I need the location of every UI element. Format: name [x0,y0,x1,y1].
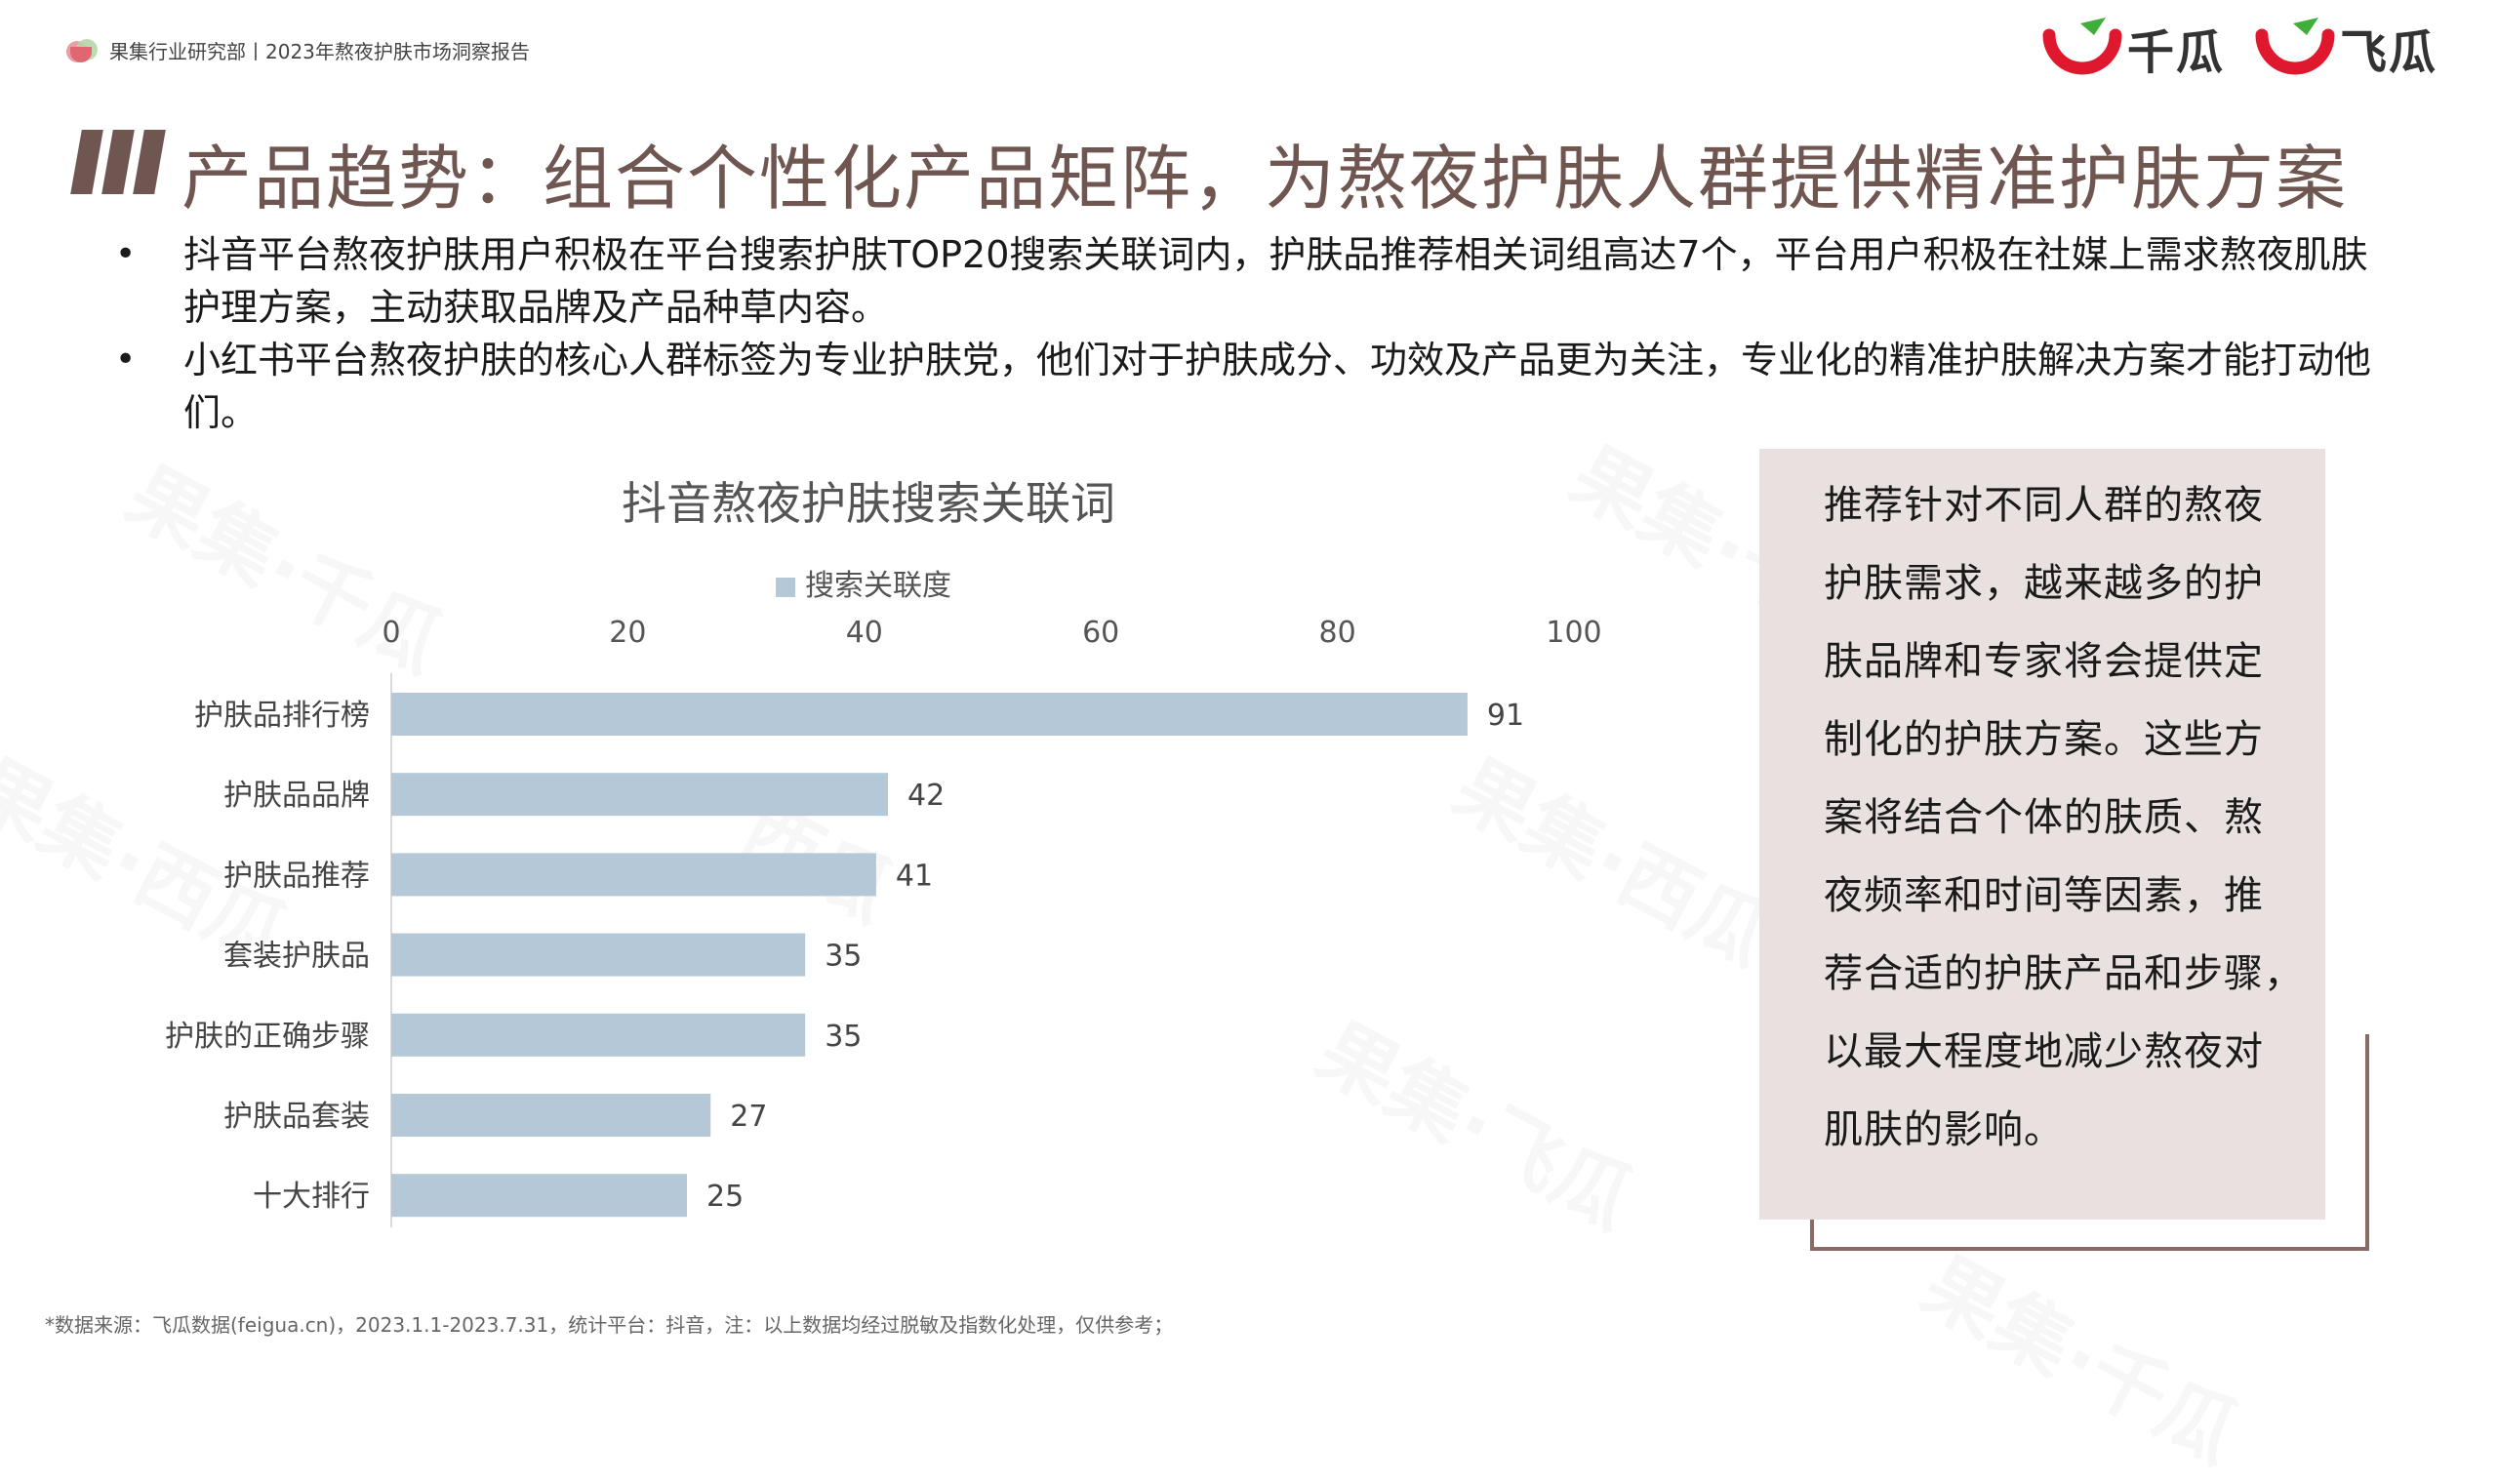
note-line: 肌肤的影响。 [1824,1107,2064,1152]
legend-swatch [776,578,795,597]
x-tick-label: 20 [609,616,646,650]
x-tick-label: 40 [846,616,883,650]
bar [391,693,1468,736]
bar [391,853,876,897]
brand-name: 千瓜 [2127,25,2226,80]
header-source: 果集行业研究部丨2023年熬夜护肤市场洞察报告 [64,35,530,64]
brand-qiangua: 千瓜 [2041,14,2225,82]
fruit-logo-icon [64,35,98,64]
page-title: 产品趋势：组合个性化产品矩阵，为熬夜护肤人群提供精准护肤方案 [181,138,2349,220]
note-line: 制化的护肤方案。这些方 [1824,717,2264,762]
bullet-icon: • [115,234,137,274]
note-line: 以最大程度地减少熬夜对 [1824,1029,2264,1074]
category-label: 护肤品品牌 [223,779,370,813]
title-bars-icon [70,130,166,194]
bar-chart: 抖音熬夜护肤搜索关联词 搜索关联度 0 20 40 60 80 100 护肤品排行榜 91 护… [165,477,1602,1227]
legend-label: 搜索关联度 [805,569,951,603]
note-box: 推荐针对不同人群的熬夜 护肤需求，越来越多的护 肤品牌和专家将会提供定 制化的护… [1759,449,2325,1220]
feigua-logo-icon [2255,18,2335,75]
note-line: 案将结合个体的肤质、熬 [1824,795,2264,840]
bar-value-label: 41 [896,859,933,893]
watermark: 果集·千瓜 [1908,1239,2253,1481]
category-label: 护肤品推荐 [223,859,370,893]
bullet-text: 小红书平台熬夜护肤的核心人群标签为专业护肤党，他们对于护肤成分、功效及产品更为关… [183,339,2372,434]
note-text: 推荐针对不同人群的熬夜 护肤需求，越来越多的护 肤品牌和专家将会提供定 制化的护… [1824,466,2306,1169]
category-label: 护肤的正确步骤 [165,1020,370,1054]
category-label: 护肤品套装 [223,1100,370,1134]
bar [391,1013,806,1057]
bar-value-label: 27 [730,1100,767,1134]
bar-value-label: 35 [825,1020,862,1054]
x-tick-label: 100 [1546,616,1601,650]
x-tick-label: 0 [382,616,400,650]
x-tick-label: 80 [1319,616,1356,650]
bar [391,1094,711,1137]
brand-name: 飞瓜 [2340,25,2438,80]
bar-value-label: 42 [907,779,945,813]
category-label: 护肤品排行榜 [194,699,370,733]
bullet-item: • 小红书平台熬夜护肤的核心人群标签为专业护肤党，他们对于护肤成分、功效及产品更… [109,334,2383,439]
x-tick-label: 60 [1082,616,1119,650]
bar-value-label: 35 [825,940,862,974]
bullet-icon: • [115,340,137,380]
note-line: 推荐针对不同人群的熬夜 [1824,483,2264,528]
note-line: 荐合适的护肤产品和步骤， [1824,951,2304,996]
bar [391,1174,687,1218]
note-line: 夜频率和时间等因素，推 [1824,873,2264,918]
note-line: 护肤需求，越来越多的护 [1824,561,2264,606]
category-label: 十大排行 [253,1180,370,1214]
bar [391,933,806,977]
bullet-item: • 抖音平台熬夜护肤用户积极在平台搜索护肤TOP20搜索关联词内，护肤品推荐相关… [109,228,2383,334]
category-label: 套装护肤品 [223,940,370,974]
chart-title: 抖音熬夜护肤搜索关联词 [622,477,1115,530]
bullet-text: 抖音平台熬夜护肤用户积极在平台搜索护肤TOP20搜索关联词内，护肤品推荐相关词组… [183,233,2368,329]
footnote: *数据来源：飞瓜数据(feigua.cn)，2023.1.1-2023.7.31… [45,1313,1174,1337]
qiangua-logo-icon [2042,18,2122,75]
brand-feigua: 飞瓜 [2254,14,2438,82]
bar [391,773,889,817]
header-source-text: 果集行业研究部丨2023年熬夜护肤市场洞察报告 [109,39,530,63]
bar-value-label: 91 [1487,699,1524,733]
bar-value-label: 25 [706,1180,744,1214]
bullet-list: • 抖音平台熬夜护肤用户积极在平台搜索护肤TOP20搜索关联词内，护肤品推荐相关… [109,228,2383,439]
note-line: 肤品牌和专家将会提供定 [1824,639,2264,684]
